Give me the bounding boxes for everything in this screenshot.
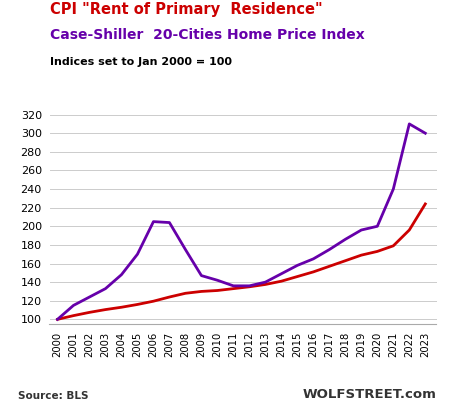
Text: WOLFSTREET.com: WOLFSTREET.com <box>302 388 436 401</box>
Text: CPI "Rent of Primary  Residence": CPI "Rent of Primary Residence" <box>50 2 322 17</box>
Text: Indices set to Jan 2000 = 100: Indices set to Jan 2000 = 100 <box>50 57 231 67</box>
Text: Case-Shiller  20-Cities Home Price Index: Case-Shiller 20-Cities Home Price Index <box>50 28 364 43</box>
Text: Source: BLS: Source: BLS <box>18 391 89 401</box>
